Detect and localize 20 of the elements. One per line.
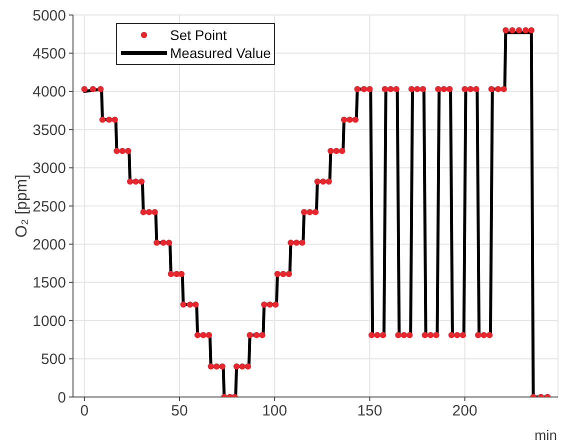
y-tick-label: 5000 [32, 7, 66, 24]
y-tick-label: 1000 [32, 312, 66, 330]
y-tick-label: 0 [58, 389, 66, 406]
y-tick-label: 2000 [32, 236, 66, 254]
legend-label: Set Point [170, 26, 227, 44]
x-tick-label: 100 [262, 402, 288, 420]
x-tick-label: 200 [452, 402, 478, 420]
y-tick-label: 4000 [32, 84, 66, 101]
y-tick-label: 500 [40, 351, 66, 368]
y-tick-label: 3000 [32, 160, 66, 178]
y-axis-title: O₂ [ppm] [14, 174, 30, 238]
x-axis-title: min [534, 427, 557, 443]
y-tick-label: 1500 [32, 274, 66, 292]
x-tick-label: 150 [357, 402, 382, 420]
legend-label: Measured Value [170, 44, 271, 62]
x-tick-label: 50 [171, 402, 188, 420]
y-tick-label: 3500 [32, 122, 66, 139]
x-tick-label: 0 [80, 402, 89, 420]
y-tick-label: 4500 [32, 46, 66, 63]
y-tick-label: 2500 [32, 198, 66, 216]
